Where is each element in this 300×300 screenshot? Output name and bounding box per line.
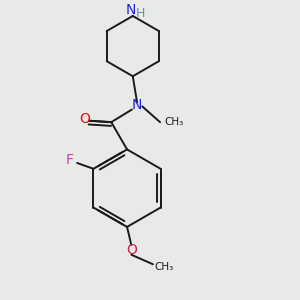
Text: N: N xyxy=(125,3,136,17)
Text: N: N xyxy=(132,98,142,112)
Text: O: O xyxy=(79,112,90,126)
Text: H: H xyxy=(136,7,146,20)
Text: F: F xyxy=(66,152,74,167)
Text: CH₃: CH₃ xyxy=(164,117,184,127)
Text: O: O xyxy=(126,243,137,256)
Text: CH₃: CH₃ xyxy=(154,262,174,272)
